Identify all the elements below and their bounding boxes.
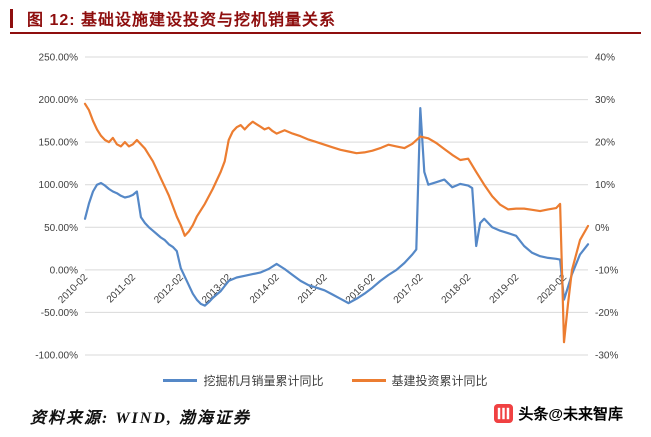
x-axis-tick: 2011-02	[105, 272, 139, 306]
x-axis-tick: 2020-02	[535, 272, 569, 306]
title-accent-bar	[10, 8, 13, 28]
right-axis-tick: -20%	[595, 308, 618, 319]
x-axis-tick: 2017-02	[392, 272, 426, 306]
legend-swatch-excavator	[163, 379, 198, 382]
watermark: 头条@未来智库	[494, 403, 623, 424]
series-line-0	[83, 106, 590, 307]
x-axis-tick: 2014-02	[248, 272, 282, 306]
x-axis-tick: 2016-02	[344, 272, 378, 306]
x-axis-tick: 2013-02	[200, 272, 234, 306]
watermark-text: 头条@未来智库	[518, 406, 623, 423]
legend-label-excavator: 挖掘机月销量累计同比	[203, 374, 324, 388]
left-axis-tick: 200.00%	[39, 95, 79, 106]
legend-item-infrastructure: 基建投资累计同比	[351, 372, 488, 389]
legend-item-excavator: 挖掘机月销量累计同比	[163, 372, 324, 389]
x-axis-tick: 2019-02	[488, 272, 522, 306]
series-line-1	[83, 102, 590, 344]
left-axis-tick: 0.00%	[50, 265, 78, 276]
left-axis-tick: -100.00%	[35, 351, 78, 362]
left-axis-tick: -50.00%	[41, 308, 78, 319]
right-axis-tick: 0%	[595, 223, 610, 234]
left-axis-tick: 250.00%	[39, 53, 79, 64]
legend-label-infrastructure: 基建投资累计同比	[391, 374, 488, 388]
right-axis-tick: 40%	[595, 53, 615, 64]
right-axis-tick: 20%	[595, 138, 615, 149]
right-axis-tick: 30%	[595, 95, 615, 106]
left-axis-tick: 50.00%	[44, 223, 78, 234]
x-axis-tick: 2018-02	[440, 272, 474, 306]
right-axis-tick: 10%	[595, 180, 615, 191]
data-source-note: 资料来源: WIND, 渤海证券	[30, 410, 251, 427]
figure-title: 图 12: 基础设施建设投资与挖机销量关系	[27, 12, 337, 29]
left-axis-tick: 150.00%	[39, 138, 79, 149]
x-axis-tick: 2015-02	[296, 272, 330, 306]
right-axis-tick: -30%	[595, 351, 618, 362]
title-underline	[10, 32, 641, 34]
chart-legend: 挖掘机月销量累计同比 基建投资累计同比	[0, 372, 651, 389]
x-axis-tick: 2010-02	[56, 272, 90, 306]
figure-title-bar: 图 12: 基础设施建设投资与挖机销量关系	[10, 6, 641, 30]
left-axis-tick: 100.00%	[39, 180, 79, 191]
right-axis-tick: -10%	[595, 265, 618, 276]
toutiao-logo-icon	[494, 404, 514, 423]
legend-swatch-infrastructure	[351, 379, 386, 382]
x-axis-tick: 2012-02	[152, 272, 186, 306]
chart-canvas: 250.00% 40% 200.00% 30% 150.00% 20% 100.00% 10%…	[35, 53, 618, 362]
